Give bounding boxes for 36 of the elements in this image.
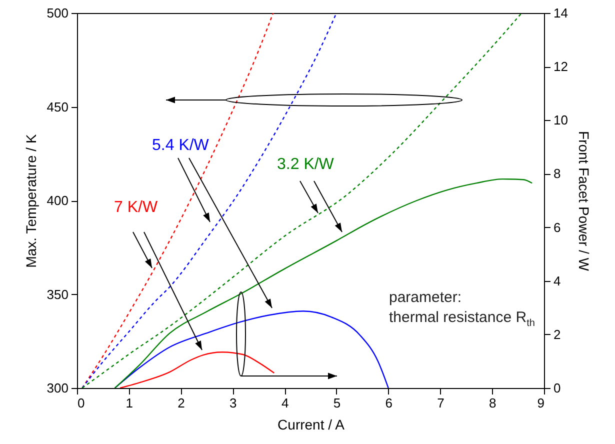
y-tick-label: 350 xyxy=(46,286,68,302)
x-tick-label: 3 xyxy=(230,396,237,410)
x-tick-label: 6 xyxy=(385,396,392,410)
y-tick-label: 450 xyxy=(46,99,68,114)
series-label: 7 K/W xyxy=(114,199,158,216)
y2-tick-label: 8 xyxy=(554,166,561,182)
line-series xyxy=(119,352,275,388)
line-series xyxy=(114,178,533,388)
y2-tick-label: 0 xyxy=(554,380,561,396)
annotation: parameter: xyxy=(389,289,462,306)
y2-tick-label: 2 xyxy=(554,326,561,342)
y-tick-label: 400 xyxy=(46,193,68,208)
y2-tick-label: 4 xyxy=(554,273,561,288)
x-tick-label: 4 xyxy=(281,396,289,410)
y2-tick-label: 6 xyxy=(554,220,561,235)
series-label: 3.2 K/W xyxy=(277,156,334,173)
y2-axis-title: Front Facet Power / W xyxy=(576,130,592,272)
line-series xyxy=(82,13,338,388)
y2-tick-label: 14 xyxy=(554,6,568,20)
line-series xyxy=(114,310,389,388)
x-tick-label: 7 xyxy=(437,396,444,410)
text: 5.4 K/W xyxy=(152,137,209,154)
annotation: thermal resistance R$_{th}$ xyxy=(389,309,535,329)
x-tick-label: 2 xyxy=(178,396,185,410)
x-tick-label: 8 xyxy=(488,396,496,410)
x-tick-label: 0 xyxy=(78,396,85,410)
y2-tick-label: 12 xyxy=(554,59,568,74)
y-axis-title: Max. Temperature / K xyxy=(22,134,39,268)
x-tick-label: 5 xyxy=(333,396,341,410)
line-series xyxy=(82,13,274,388)
y2-tick-label: 10 xyxy=(554,112,568,128)
x-tick-label: 1 xyxy=(126,396,134,410)
y-tick-label: 500 xyxy=(46,6,68,20)
x-axis-title: Current / A xyxy=(278,416,346,432)
y-tick-label: 300 xyxy=(46,380,68,396)
x-tick-label: 9 xyxy=(537,396,544,410)
